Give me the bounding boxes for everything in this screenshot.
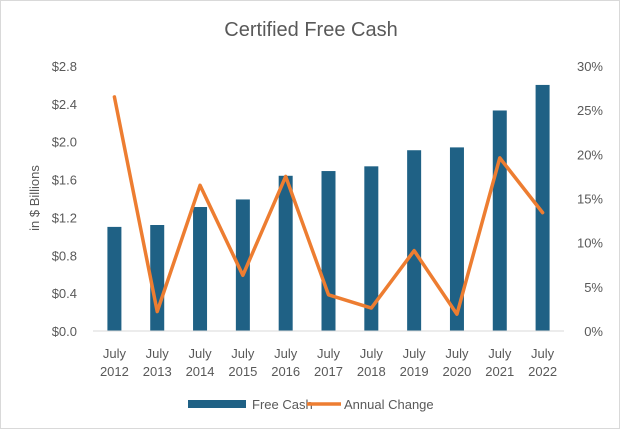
free-cash-bars [107,84,550,331]
x-tick-label: July [188,346,212,361]
bar [321,171,336,331]
x-tick-label: July [274,346,298,361]
x-tick-label: July [231,346,255,361]
x-tick-label: 2021 [485,364,514,379]
right-tick-label: 0% [584,324,603,339]
x-tick-label: July [403,346,427,361]
bar [278,175,293,331]
annual-change-polyline [112,95,545,316]
bar [193,207,208,331]
bar [364,166,379,331]
bar [492,110,507,331]
bar [235,199,250,331]
chart-title: Certified Free Cash [224,19,397,41]
x-axis-ticks: July 2012 July 2013 July 2014 July 2015 July 2016… [100,346,557,379]
legend-swatch-free-cash [188,400,246,408]
x-tick-label: July [531,346,555,361]
legend-label-annual-change: Annual Change [344,397,434,412]
right-tick-label: 25% [577,103,603,118]
left-tick-label: $0.4 [52,286,77,301]
x-tick-label: July [146,346,170,361]
left-tick-label: $2.0 [52,135,77,150]
x-tick-label: 2016 [271,364,300,379]
left-tick-label: $1.2 [52,210,77,225]
x-tick-label: 2017 [314,364,343,379]
legend: Free Cash Annual Change [188,397,434,412]
left-axis-ticks: $0.0 $0.4 $0.8 $1.2 $1.6 $2.0 $2.4 $2.8 [52,59,77,339]
right-tick-label: 30% [577,59,603,74]
bar [535,84,550,331]
right-axis-ticks: 0% 5% 10% 15% 20% 25% 30% [577,59,603,339]
x-tick-label: 2014 [186,364,215,379]
x-tick-label: 2012 [100,364,129,379]
annual-change-line [112,95,545,316]
x-tick-label: July [488,346,512,361]
right-tick-label: 10% [577,236,603,251]
left-tick-label: $1.6 [52,173,77,188]
right-tick-label: 15% [577,192,603,207]
x-tick-label: 2019 [400,364,429,379]
left-tick-label: $2.8 [52,59,77,74]
x-tick-label: July [317,346,341,361]
x-tick-label: July [445,346,469,361]
x-tick-label: July [360,346,384,361]
left-tick-label: $0.0 [52,324,77,339]
legend-label-free-cash: Free Cash [252,397,313,412]
y-axis-label: in $ Billions [27,165,42,231]
x-tick-label: 2022 [528,364,557,379]
bar [107,226,122,331]
right-tick-label: 20% [577,147,603,162]
x-tick-label: 2018 [357,364,386,379]
x-tick-label: 2015 [228,364,257,379]
bar [407,150,422,331]
x-tick-label: 2013 [143,364,172,379]
right-tick-label: 5% [584,280,603,295]
bar [150,225,165,331]
bar [449,147,464,331]
x-tick-label: 2020 [442,364,471,379]
x-tick-label: July [103,346,127,361]
left-tick-label: $2.4 [52,97,77,112]
left-tick-label: $0.8 [52,248,77,263]
